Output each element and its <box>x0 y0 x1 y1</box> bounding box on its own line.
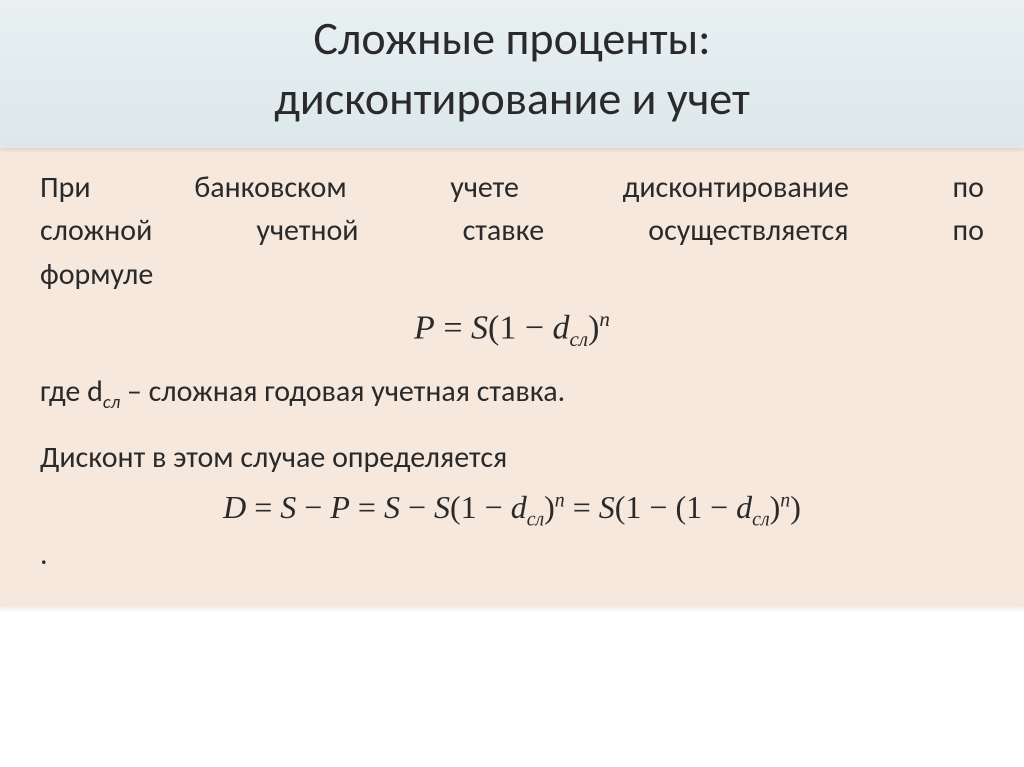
paragraph-discount: Дисконт в этом случае определяется <box>40 436 984 480</box>
f2-o2: (1 − (1 − <box>615 489 736 525</box>
f2-eq2: = <box>350 489 384 525</box>
f1-lhs: P <box>414 309 435 346</box>
formula-d: D = S − P = S − S(1 − dсл)n = S(1 − (1 −… <box>40 487 984 533</box>
f2-D: D <box>223 489 246 525</box>
f2-eq1: = <box>246 489 280 525</box>
f2-o1: (1 − <box>450 489 511 525</box>
trailing-dot: . <box>40 533 984 577</box>
slide-title: Сложные проценты: дисконтирование и учет <box>0 0 1024 148</box>
f1-close: ) <box>588 309 599 346</box>
slide: Сложные проценты: дисконтирование и учет… <box>0 0 1024 767</box>
f1-dsub: сл <box>570 327 589 351</box>
paragraph-where: где dсл – сложная годовая учетная ставка… <box>40 370 984 416</box>
f1-open: (1 − <box>488 309 553 346</box>
f2-S3: S <box>434 489 450 525</box>
where-prefix: где <box>40 373 87 410</box>
f1-exp: n <box>599 307 610 331</box>
f2-e2: n <box>780 489 790 511</box>
slide-body: При банковском учете дисконтирование по … <box>0 148 1024 607</box>
spacer <box>40 416 984 436</box>
f2-c1: ) <box>544 489 555 525</box>
paragraph-intro-l2: сложной учетной ставке осуществляется по <box>40 209 984 253</box>
where-d: d <box>87 373 103 410</box>
f2-m1: − <box>296 489 330 525</box>
f2-S4: S <box>599 489 615 525</box>
paragraph-intro-l3: формуле <box>40 253 984 297</box>
f2-eq3: = <box>565 489 599 525</box>
f2-S1: S <box>280 489 296 525</box>
title-line1: Сложные проценты: <box>313 11 710 67</box>
f2-S2: S <box>384 489 400 525</box>
f2-P: P <box>330 489 350 525</box>
f1-S: S <box>471 309 488 346</box>
f2-c2: ) <box>770 489 781 525</box>
f2-d1: d <box>511 489 527 525</box>
where-rest: – сложная годовая учетная ставка. <box>120 373 565 410</box>
f2-m2: − <box>400 489 434 525</box>
f2-ds2: сл <box>752 508 769 530</box>
f2-e1: n <box>555 489 565 511</box>
f2-c3: ) <box>790 489 801 525</box>
f2-ds1: сл <box>527 508 544 530</box>
paragraph-intro-l1: При банковском учете дисконтирование по <box>40 166 984 210</box>
f1-eq: = <box>435 309 471 346</box>
where-dsub: сл <box>103 390 120 413</box>
f2-d2: d <box>736 489 752 525</box>
f1-d: d <box>553 309 570 346</box>
title-line2: дисконтирование и учет <box>274 71 750 127</box>
formula-p: P = S(1 − dсл)n <box>40 306 984 354</box>
